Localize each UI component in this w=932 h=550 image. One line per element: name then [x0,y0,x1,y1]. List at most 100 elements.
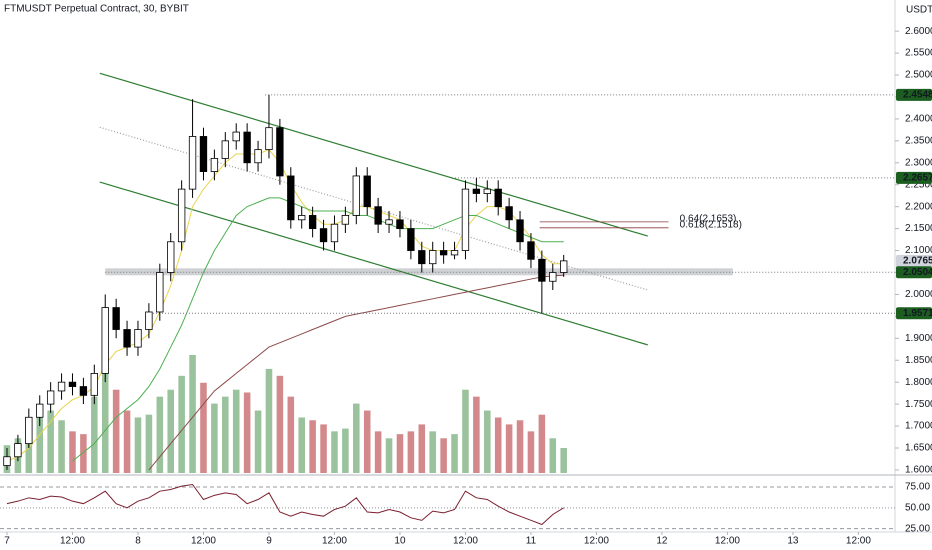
candle-body [494,188,502,208]
candle-body [516,219,524,243]
volume-bar [331,431,338,473]
volume-bar [549,438,557,473]
x-tick-label: 10 [394,536,406,547]
candle-body [145,311,153,330]
candle-body [483,188,491,194]
volume-bar [232,389,240,473]
volume-bar [298,417,305,473]
x-tick-label: 12:00 [191,536,216,547]
candle-body [199,136,208,172]
candle-body [46,390,55,405]
volume-bar [494,417,502,473]
candle-body [3,456,11,466]
volume-bar [178,375,185,473]
y-tick-label: 2.3000 [905,157,932,168]
y-tick-label: 2.2500 [905,179,932,190]
rsi-tick-label: 25.00 [905,523,930,534]
price-tag [896,171,932,184]
candle-body [276,127,284,177]
volume-bar [418,424,426,473]
candle-body [57,381,66,392]
volume-bar [560,448,567,473]
candle-body [265,127,273,151]
volume-bar [385,438,393,473]
candle-body [232,131,240,142]
y-tick-label: 1.6000 [905,465,932,476]
y-tick-label: 1.7500 [905,399,932,410]
candle-body [363,175,371,208]
y-tick-label: 1.7000 [905,421,932,432]
candle-body [429,250,437,265]
volume-bar [276,375,284,473]
candle-body [287,175,295,221]
volume-bar [440,438,447,473]
y-tick-label: 1.9000 [905,333,932,344]
volume-bar [112,389,120,473]
candle-body [188,136,197,190]
candle-body [79,386,88,396]
volume-bar [91,396,98,473]
x-tick-label: 8 [135,536,141,547]
candle-body [14,443,22,458]
volume-bar [123,410,131,473]
x-tick-label: 12 [656,536,668,547]
candle-body [221,140,229,159]
trendline [99,181,648,346]
volume-bar [69,431,76,473]
y-tick-label: 2.4000 [905,114,932,125]
price-tag-label: 1.9571 [903,308,932,319]
candle-body [25,416,33,445]
volume-bar [516,420,524,473]
candle-body [407,228,415,251]
candle-body [505,206,513,221]
volume-bar [243,392,251,473]
volume-bar [58,420,65,473]
volume-bar [484,410,491,473]
volume-bar [80,434,87,473]
candle-body [450,250,459,256]
volume-bar [342,428,349,473]
price-tag [896,307,932,320]
y-tick-label: 2.0000 [905,289,932,300]
y-tick-label: 1.6500 [905,443,932,454]
volume-bar [374,431,382,473]
x-tick-label: 12:00 [584,536,609,547]
price-tag-label: 2.0765 [903,255,932,266]
volume-bar [451,434,458,473]
candle-body [472,188,481,194]
x-tick-label: 12:00 [715,536,740,547]
candle-body [90,372,98,396]
price-tag [896,266,932,279]
candle-body [210,157,219,172]
volume-bar [200,382,207,473]
volume-bar [473,396,480,473]
x-tick-label: 12:00 [846,536,871,547]
volume-bar [254,410,262,473]
moving-average [72,197,564,462]
moving-average [148,274,564,471]
candle-body [101,307,109,374]
volume-bar [353,403,360,473]
candle-body [374,206,382,225]
volume-bar [222,396,229,473]
trendline [99,126,648,291]
x-tick-label: 9 [266,536,272,547]
candle-body [439,250,448,256]
volume-bar [134,417,142,473]
price-tag-label: 2.2657 [903,172,932,183]
candle-body [177,188,186,243]
volume-bar [47,410,54,473]
volume-bar [363,410,371,473]
y-tick-label: 2.5500 [905,48,932,59]
volume-bar [211,403,218,473]
candle-body [330,223,339,243]
x-tick-label: 12:00 [60,536,85,547]
y-tick-label: 2.5000 [905,70,932,81]
candle-body [319,228,328,243]
candle-body [167,241,175,273]
candle-body [254,149,262,164]
volume-bar [265,368,273,473]
candle-body [461,188,470,251]
volume-bar [309,420,316,473]
